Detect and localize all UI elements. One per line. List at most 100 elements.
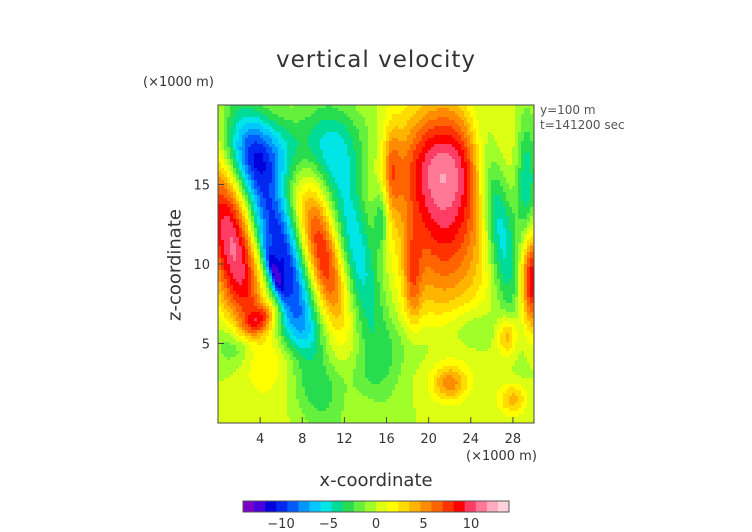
heatmap-cell <box>278 225 282 229</box>
heatmap-cell <box>458 108 462 112</box>
heatmap-cell <box>386 213 390 217</box>
heatmap-cell <box>236 234 240 238</box>
heatmap-cell <box>434 132 438 136</box>
heatmap-cell <box>236 216 240 220</box>
heatmap-cell <box>332 231 336 235</box>
heatmap-cell <box>308 138 312 142</box>
heatmap-cell <box>446 219 450 223</box>
heatmap-cell <box>299 195 303 199</box>
heatmap-cell <box>413 237 417 241</box>
heatmap-cell <box>254 135 258 139</box>
heatmap-cell <box>377 207 381 211</box>
heatmap-cell <box>356 171 360 175</box>
heatmap-cell <box>368 159 372 163</box>
heatmap-cell <box>494 129 498 133</box>
heatmap-cell <box>272 117 276 121</box>
heatmap-cell <box>434 174 438 178</box>
heatmap-cell <box>284 129 288 133</box>
heatmap-cell <box>455 177 459 181</box>
heatmap-cell <box>392 108 396 112</box>
heatmap-cell <box>275 174 279 178</box>
heatmap-cell <box>464 234 468 238</box>
heatmap-cell <box>239 219 243 223</box>
heatmap-cell <box>416 234 420 238</box>
heatmap-cell <box>266 243 270 247</box>
heatmap-cell <box>359 240 363 244</box>
heatmap-cell <box>410 189 414 193</box>
heatmap-cell <box>338 159 342 163</box>
heatmap-cell <box>458 141 462 145</box>
heatmap-cell <box>494 156 498 160</box>
heatmap-cell <box>407 234 411 238</box>
heatmap-cell <box>326 198 330 202</box>
heatmap-cell <box>503 153 507 157</box>
heatmap-cell <box>350 231 354 235</box>
heatmap-cell <box>302 135 306 139</box>
heatmap-cell <box>350 243 354 247</box>
heatmap-cell <box>293 192 297 196</box>
heatmap-cell <box>482 219 486 223</box>
heatmap-cell <box>278 111 282 115</box>
heatmap-cell <box>437 198 441 202</box>
heatmap-cell <box>440 138 444 142</box>
heatmap-cell <box>311 123 315 127</box>
heatmap-cell <box>302 141 306 145</box>
heatmap-cell <box>449 189 453 193</box>
heatmap-cell <box>227 231 231 235</box>
heatmap-cell <box>350 153 354 157</box>
heatmap-cell <box>293 162 297 166</box>
heatmap-cell <box>392 129 396 133</box>
heatmap-cell <box>515 207 519 211</box>
heatmap-cell <box>341 201 345 205</box>
heatmap-cell <box>527 207 531 211</box>
heatmap-cell <box>293 207 297 211</box>
heatmap-cell <box>224 171 228 175</box>
heatmap-cell <box>260 108 264 112</box>
heatmap-cell <box>398 222 402 226</box>
heatmap-cell <box>257 129 261 133</box>
heatmap-cell <box>458 186 462 190</box>
heatmap-cell <box>275 123 279 127</box>
heatmap-cell <box>380 225 384 229</box>
heatmap-cell <box>242 138 246 142</box>
heatmap-cell <box>329 192 333 196</box>
heatmap-cell <box>506 222 510 226</box>
heatmap-cell <box>395 213 399 217</box>
heatmap-cell <box>407 186 411 190</box>
heatmap-cell <box>224 177 228 181</box>
heatmap-cell <box>416 231 420 235</box>
heatmap-cell <box>317 162 321 166</box>
heatmap-cell <box>368 114 372 118</box>
heatmap-cell <box>290 174 294 178</box>
heatmap-cell <box>299 216 303 220</box>
heatmap-cell <box>473 117 477 121</box>
heatmap-cell <box>239 225 243 229</box>
heatmap-cell <box>257 114 261 118</box>
heatmap-cell <box>308 156 312 160</box>
heatmap-cell <box>440 207 444 211</box>
heatmap-cell <box>497 144 501 148</box>
heatmap-cell <box>416 135 420 139</box>
heatmap-cell <box>365 117 369 121</box>
heatmap-cell <box>221 198 225 202</box>
heatmap-cell <box>317 207 321 211</box>
heatmap-cell <box>506 129 510 133</box>
heatmap-cell <box>476 243 480 247</box>
heatmap-cell <box>326 114 330 118</box>
heatmap-cell <box>281 129 285 133</box>
heatmap-cell <box>422 198 426 202</box>
heatmap-cell <box>323 219 327 223</box>
heatmap-cell <box>353 135 357 139</box>
heatmap-cell <box>260 240 264 244</box>
heatmap-cell <box>521 162 525 166</box>
heatmap-cell <box>530 240 534 244</box>
heatmap-cell <box>407 132 411 136</box>
heatmap-cell <box>524 222 528 226</box>
heatmap-cell <box>338 216 342 220</box>
heatmap-cell <box>305 135 309 139</box>
heatmap-cell <box>446 180 450 184</box>
heatmap-cell <box>347 225 351 229</box>
heatmap-cell <box>524 126 528 130</box>
heatmap-cell <box>455 153 459 157</box>
